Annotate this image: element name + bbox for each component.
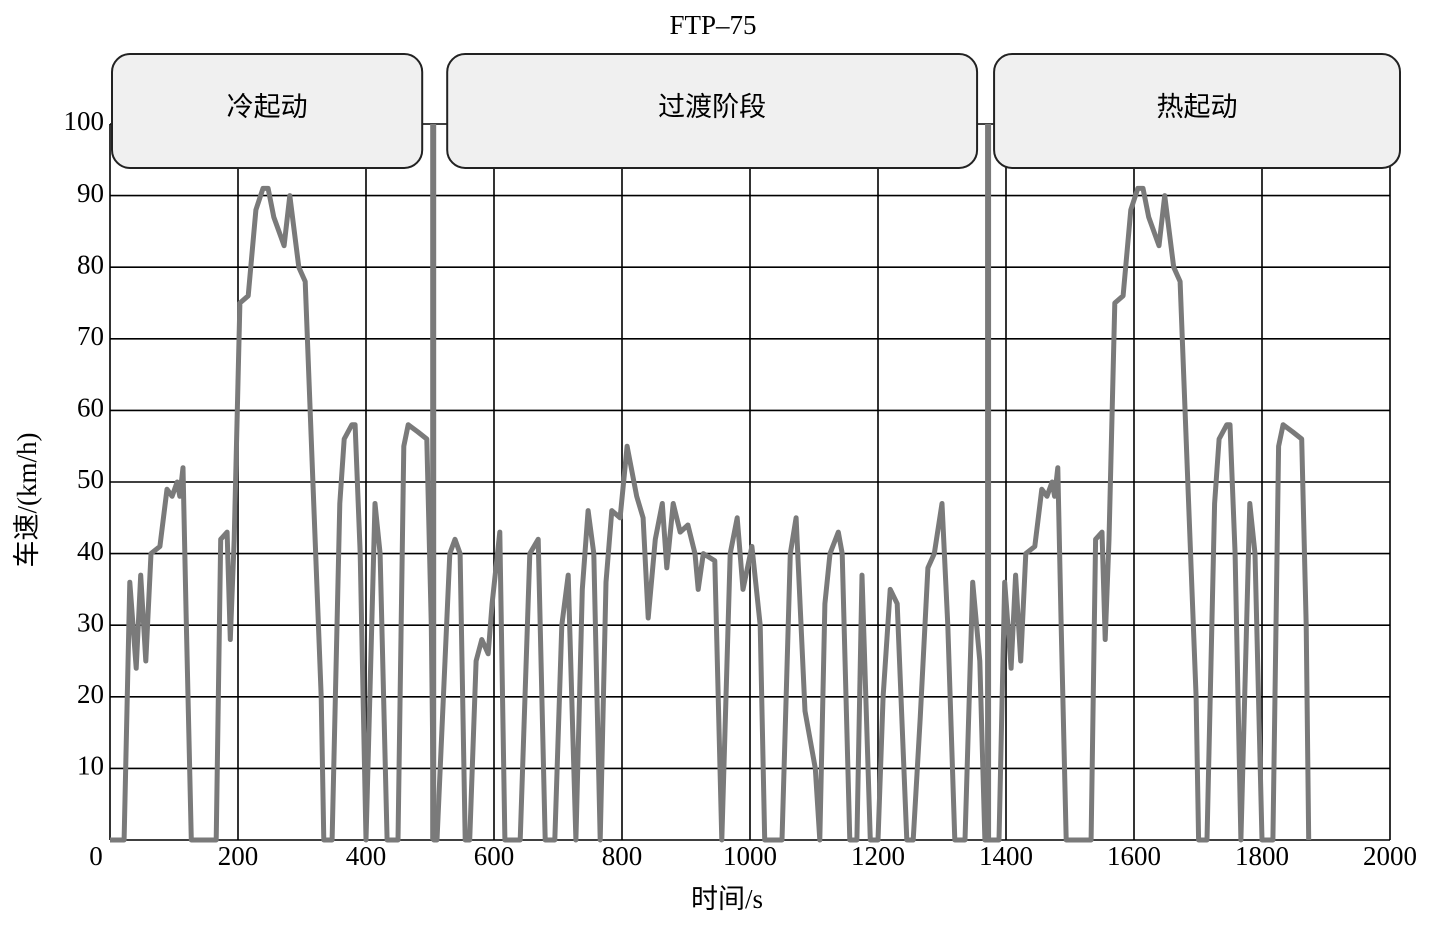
- y-tick-label: 70: [77, 321, 104, 351]
- y-tick-label: 30: [77, 607, 104, 637]
- x-tick-label: 1800: [1235, 841, 1289, 871]
- y-tick-label: 90: [77, 178, 104, 208]
- x-tick-label: 2000: [1363, 841, 1417, 871]
- phase-box: [111, 53, 424, 169]
- y-tick-label: 40: [77, 536, 104, 566]
- y-tick-label: 60: [77, 393, 104, 423]
- y-tick-label: 20: [77, 679, 104, 709]
- x-tick-label: 1200: [851, 841, 905, 871]
- x-tick-label: 800: [602, 841, 643, 871]
- phase-label: 冷起动: [227, 92, 308, 122]
- y-axis-label: 车速/(km/h): [12, 433, 42, 568]
- x-tick-label: 600: [474, 841, 515, 871]
- y-tick-label: 80: [77, 249, 104, 279]
- phase-box: [993, 53, 1402, 169]
- x-tick-label: 1400: [979, 841, 1033, 871]
- phase-label: 热起动: [1157, 92, 1238, 122]
- x-tick-label: 1000: [723, 841, 777, 871]
- phase-label: 过渡阶段: [658, 92, 766, 122]
- x-tick-label: 1600: [1107, 841, 1161, 871]
- y-tick-label: 10: [77, 751, 104, 781]
- y-tick-label: 100: [64, 106, 105, 136]
- x-tick-label: 400: [346, 841, 387, 871]
- y-tick-label: 50: [77, 464, 104, 494]
- x-axis-label: 时间/s: [691, 884, 763, 914]
- x-tick-label: 0: [89, 841, 103, 871]
- x-tick-label: 200: [218, 841, 259, 871]
- speed-line: [110, 185, 1312, 843]
- phase-box: [446, 53, 979, 169]
- chart-title: FTP–75: [669, 10, 756, 40]
